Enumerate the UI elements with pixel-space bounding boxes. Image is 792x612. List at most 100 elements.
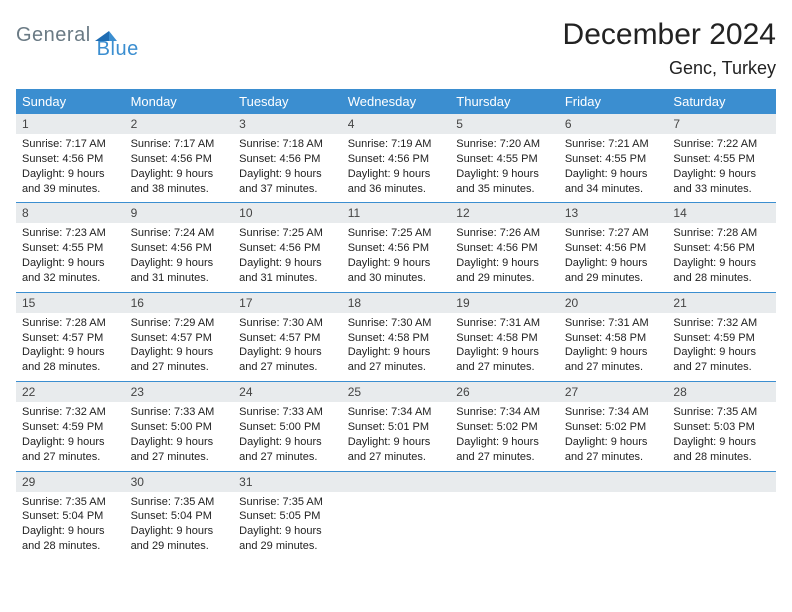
sunrise-line: Sunrise: 7:35 AM — [673, 405, 770, 420]
day-number: 17 — [233, 293, 342, 313]
day-number: 5 — [450, 114, 559, 134]
day-number: 19 — [450, 293, 559, 313]
day-number: 25 — [342, 382, 451, 402]
day-number: 18 — [342, 293, 451, 313]
sunset-line: Sunset: 5:03 PM — [673, 420, 770, 435]
sunset-line: Sunset: 4:56 PM — [239, 241, 336, 256]
dow-saturday: Saturday — [667, 89, 776, 114]
sunset-line: Sunset: 4:55 PM — [456, 152, 553, 167]
daylight-line: Daylight: 9 hours and 36 minutes. — [348, 167, 445, 197]
cell-body: Sunrise: 7:30 AMSunset: 4:58 PMDaylight:… — [342, 313, 451, 381]
dow-friday: Friday — [559, 89, 668, 114]
day-number: 8 — [16, 203, 125, 223]
cell-body: Sunrise: 7:34 AMSunset: 5:02 PMDaylight:… — [559, 402, 668, 470]
sunset-line: Sunset: 5:00 PM — [239, 420, 336, 435]
day-number: 20 — [559, 293, 668, 313]
week-row: 29Sunrise: 7:35 AMSunset: 5:04 PMDayligh… — [16, 472, 776, 560]
daylight-line: Daylight: 9 hours and 29 minutes. — [565, 256, 662, 286]
daylight-line: Daylight: 9 hours and 29 minutes. — [239, 524, 336, 554]
sunset-line: Sunset: 4:59 PM — [22, 420, 119, 435]
dow-thursday: Thursday — [450, 89, 559, 114]
cell-body: Sunrise: 7:17 AMSunset: 4:56 PMDaylight:… — [16, 134, 125, 202]
cell-body: Sunrise: 7:30 AMSunset: 4:57 PMDaylight:… — [233, 313, 342, 381]
day-number: 30 — [125, 472, 234, 492]
day-number: 31 — [233, 472, 342, 492]
sunrise-line: Sunrise: 7:21 AM — [565, 137, 662, 152]
sunrise-line: Sunrise: 7:31 AM — [565, 316, 662, 331]
daylight-line: Daylight: 9 hours and 27 minutes. — [239, 345, 336, 375]
week-row: 1Sunrise: 7:17 AMSunset: 4:56 PMDaylight… — [16, 114, 776, 203]
week-row: 22Sunrise: 7:32 AMSunset: 4:59 PMDayligh… — [16, 382, 776, 471]
sunset-line: Sunset: 4:57 PM — [22, 331, 119, 346]
sunset-line: Sunset: 4:56 PM — [348, 152, 445, 167]
calendar-cell: 22Sunrise: 7:32 AMSunset: 4:59 PMDayligh… — [16, 382, 125, 470]
calendar-cell: 29Sunrise: 7:35 AMSunset: 5:04 PMDayligh… — [16, 472, 125, 560]
sunrise-line: Sunrise: 7:27 AM — [565, 226, 662, 241]
day-number: 14 — [667, 203, 776, 223]
calendar-cell: 10Sunrise: 7:25 AMSunset: 4:56 PMDayligh… — [233, 203, 342, 291]
daylight-line: Daylight: 9 hours and 37 minutes. — [239, 167, 336, 197]
sunset-line: Sunset: 4:56 PM — [22, 152, 119, 167]
cell-body: Sunrise: 7:25 AMSunset: 4:56 PMDaylight:… — [342, 223, 451, 291]
day-number: 10 — [233, 203, 342, 223]
daylight-line: Daylight: 9 hours and 27 minutes. — [22, 435, 119, 465]
sunset-line: Sunset: 4:56 PM — [239, 152, 336, 167]
logo: General Blue — [16, 18, 161, 47]
sunset-line: Sunset: 5:04 PM — [131, 509, 228, 524]
daylight-line: Daylight: 9 hours and 29 minutes. — [456, 256, 553, 286]
month-title: December 2024 — [563, 18, 776, 52]
calendar-cell: 9Sunrise: 7:24 AMSunset: 4:56 PMDaylight… — [125, 203, 234, 291]
cell-body: Sunrise: 7:33 AMSunset: 5:00 PMDaylight:… — [125, 402, 234, 470]
daylight-line: Daylight: 9 hours and 34 minutes. — [565, 167, 662, 197]
calendar-cell: 31Sunrise: 7:35 AMSunset: 5:05 PMDayligh… — [233, 472, 342, 560]
sunrise-line: Sunrise: 7:30 AM — [348, 316, 445, 331]
daylight-line: Daylight: 9 hours and 27 minutes. — [565, 345, 662, 375]
sunrise-line: Sunrise: 7:25 AM — [348, 226, 445, 241]
day-number: 3 — [233, 114, 342, 134]
dow-sunday: Sunday — [16, 89, 125, 114]
calendar-cell: 30Sunrise: 7:35 AMSunset: 5:04 PMDayligh… — [125, 472, 234, 560]
daylight-line: Daylight: 9 hours and 38 minutes. — [131, 167, 228, 197]
sunrise-line: Sunrise: 7:26 AM — [456, 226, 553, 241]
cell-body: Sunrise: 7:28 AMSunset: 4:56 PMDaylight:… — [667, 223, 776, 291]
day-number: 7 — [667, 114, 776, 134]
cell-body: Sunrise: 7:35 AMSunset: 5:04 PMDaylight:… — [125, 492, 234, 560]
cell-body: Sunrise: 7:35 AMSunset: 5:05 PMDaylight:… — [233, 492, 342, 560]
cell-body: Sunrise: 7:35 AMSunset: 5:03 PMDaylight:… — [667, 402, 776, 470]
sunset-line: Sunset: 4:55 PM — [673, 152, 770, 167]
calendar-cell: 14Sunrise: 7:28 AMSunset: 4:56 PMDayligh… — [667, 203, 776, 291]
sunset-line: Sunset: 5:00 PM — [131, 420, 228, 435]
day-number: 2 — [125, 114, 234, 134]
calendar-cell: 19Sunrise: 7:31 AMSunset: 4:58 PMDayligh… — [450, 293, 559, 381]
calendar-cell: 21Sunrise: 7:32 AMSunset: 4:59 PMDayligh… — [667, 293, 776, 381]
day-number: 24 — [233, 382, 342, 402]
week-row: 8Sunrise: 7:23 AMSunset: 4:55 PMDaylight… — [16, 203, 776, 292]
calendar-cell: 24Sunrise: 7:33 AMSunset: 5:00 PMDayligh… — [233, 382, 342, 470]
daylight-line: Daylight: 9 hours and 31 minutes. — [239, 256, 336, 286]
day-number: 9 — [125, 203, 234, 223]
sunset-line: Sunset: 4:56 PM — [131, 152, 228, 167]
sunrise-line: Sunrise: 7:17 AM — [131, 137, 228, 152]
day-number: 27 — [559, 382, 668, 402]
header: General Blue December 2024 Genc, Turkey — [16, 18, 776, 79]
sunrise-line: Sunrise: 7:24 AM — [131, 226, 228, 241]
sunrise-line: Sunrise: 7:28 AM — [673, 226, 770, 241]
day-number: 29 — [16, 472, 125, 492]
dow-tuesday: Tuesday — [233, 89, 342, 114]
sunrise-line: Sunrise: 7:18 AM — [239, 137, 336, 152]
day-number: 12 — [450, 203, 559, 223]
sunset-line: Sunset: 4:57 PM — [131, 331, 228, 346]
sunset-line: Sunset: 4:55 PM — [565, 152, 662, 167]
sunrise-line: Sunrise: 7:34 AM — [565, 405, 662, 420]
daylight-line: Daylight: 9 hours and 27 minutes. — [565, 435, 662, 465]
calendar-cell: 18Sunrise: 7:30 AMSunset: 4:58 PMDayligh… — [342, 293, 451, 381]
calendar-cell: 5Sunrise: 7:20 AMSunset: 4:55 PMDaylight… — [450, 114, 559, 202]
calendar-cell: .. — [342, 472, 451, 560]
logo-text-general: General — [16, 24, 91, 47]
week-row: 15Sunrise: 7:28 AMSunset: 4:57 PMDayligh… — [16, 293, 776, 382]
cell-body: Sunrise: 7:31 AMSunset: 4:58 PMDaylight:… — [559, 313, 668, 381]
sunrise-line: Sunrise: 7:34 AM — [348, 405, 445, 420]
daylight-line: Daylight: 9 hours and 30 minutes. — [348, 256, 445, 286]
sunrise-line: Sunrise: 7:20 AM — [456, 137, 553, 152]
sunset-line: Sunset: 4:59 PM — [673, 331, 770, 346]
